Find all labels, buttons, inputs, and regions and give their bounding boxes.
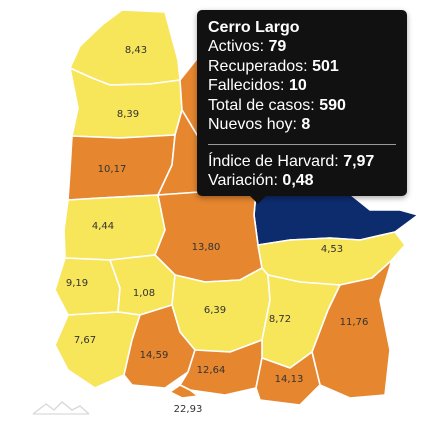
tooltip-divider <box>208 143 396 145</box>
tooltip-total-value: 590 <box>319 96 346 114</box>
dept-san-jose[interactable] <box>123 304 196 389</box>
tooltip-fallecidos: Fallecidos: 10 <box>208 76 396 96</box>
dept-canelones[interactable] <box>179 339 263 396</box>
dept-label-montevideo: 22,93 <box>174 404 203 415</box>
dept-label-florida: 6,39 <box>204 305 226 316</box>
tooltip-arrow <box>250 196 266 204</box>
tooltip-fallecidos-label: Fallecidos: <box>208 77 285 94</box>
dept-maldonado[interactable] <box>255 351 321 406</box>
tooltip-harvard: Índice de Harvard: 7,97 <box>208 152 396 172</box>
dept-label-durazno: 13,80 <box>192 242 221 253</box>
tooltip-recuperados: Recuperados: 501 <box>208 57 396 77</box>
dept-label-rocha: 11,76 <box>340 317 369 328</box>
dept-label-canelones: 12,64 <box>197 365 226 376</box>
tooltip-harvard-label: Índice de Harvard: <box>208 152 339 170</box>
department-tooltip: Cerro Largo Activos: 79 Recuperados: 501… <box>197 10 407 204</box>
tooltip-harvard-value: 7,97 <box>343 152 375 170</box>
tooltip-activos-label: Activos: <box>208 38 265 55</box>
tooltip-activos-value: 79 <box>268 38 287 55</box>
dept-label-artigas: 8,43 <box>125 45 147 56</box>
tooltip-variacion: Variación: 0,48 <box>208 171 396 191</box>
dept-label-lavalleja: 8,72 <box>269 314 291 325</box>
dept-durazno[interactable] <box>154 189 263 283</box>
tooltip-nuevos-label: Nuevos hoy: <box>208 116 297 133</box>
tooltip-nuevos-value: 8 <box>301 116 311 133</box>
tooltip-activos: Activos: 79 <box>208 37 396 57</box>
dept-label-soriano: 9,19 <box>66 278 88 289</box>
tooltip-nuevos: Nuevos hoy: 8 <box>208 115 396 135</box>
dept-label-rio-negro: 4,44 <box>92 221 114 232</box>
tooltip-title: Cerro Largo <box>208 19 300 36</box>
dept-rocha[interactable] <box>311 259 393 399</box>
dept-label-flores: 1,08 <box>133 288 155 299</box>
dept-label-treinta-y-tres: 4,53 <box>321 244 343 255</box>
tooltip-variacion-value: 0,48 <box>282 172 314 189</box>
mountain-line-logo-icon <box>32 398 90 421</box>
dept-rio-negro[interactable] <box>63 194 166 261</box>
dept-montevideo[interactable] <box>169 384 199 399</box>
tooltip-fallecidos-value: 10 <box>288 77 307 94</box>
dept-label-paysandu: 10,17 <box>98 164 127 175</box>
tooltip-recuperados-value: 501 <box>312 57 339 75</box>
tooltip-total-label: Total de casos: <box>208 96 315 114</box>
tooltip-total: Total de casos: 590 <box>208 96 396 116</box>
tooltip-variacion-label: Variación: <box>208 172 278 189</box>
dept-label-colonia: 7,67 <box>74 335 96 346</box>
dept-label-salto: 8,39 <box>117 109 139 120</box>
dept-label-san-jose: 14,59 <box>140 350 169 361</box>
dept-label-maldonado: 14,13 <box>275 374 304 385</box>
tooltip-recuperados-label: Recuperados: <box>208 57 308 75</box>
